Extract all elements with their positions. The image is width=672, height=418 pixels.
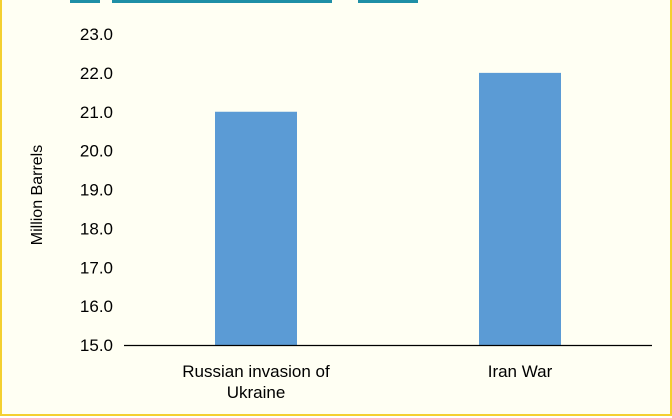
y-axis-ticks: 15.0 16.0 17.0 18.0 19.0 20.0 21.0 22.0 23.0 xyxy=(80,25,113,355)
y-tick-label: 19.0 xyxy=(80,181,113,200)
x-category-label-line: Ukraine xyxy=(227,383,286,402)
y-tick-label: 21.0 xyxy=(80,103,113,122)
y-tick-label: 18.0 xyxy=(80,219,113,238)
bar xyxy=(479,72,561,345)
x-category-label-line: Iran War xyxy=(488,362,553,381)
x-category-label: Iran War xyxy=(488,362,553,381)
x-category-label-line: Russian invasion of xyxy=(182,362,330,381)
y-axis-title: Million Barrels xyxy=(29,145,46,245)
y-tick-label: 15.0 xyxy=(80,336,113,355)
y-tick-label: 23.0 xyxy=(80,25,113,44)
y-tick-label: 16.0 xyxy=(80,297,113,316)
y-tick-label: 17.0 xyxy=(80,258,113,277)
y-tick-label: 20.0 xyxy=(80,142,113,161)
clipped-title-fragment xyxy=(70,0,418,3)
x-axis-labels: Russian invasion of Ukraine Iran War xyxy=(182,362,552,402)
bars xyxy=(215,72,561,345)
bar xyxy=(215,111,297,345)
x-category-label: Russian invasion of Ukraine xyxy=(182,362,330,402)
y-tick-label: 22.0 xyxy=(80,64,113,83)
